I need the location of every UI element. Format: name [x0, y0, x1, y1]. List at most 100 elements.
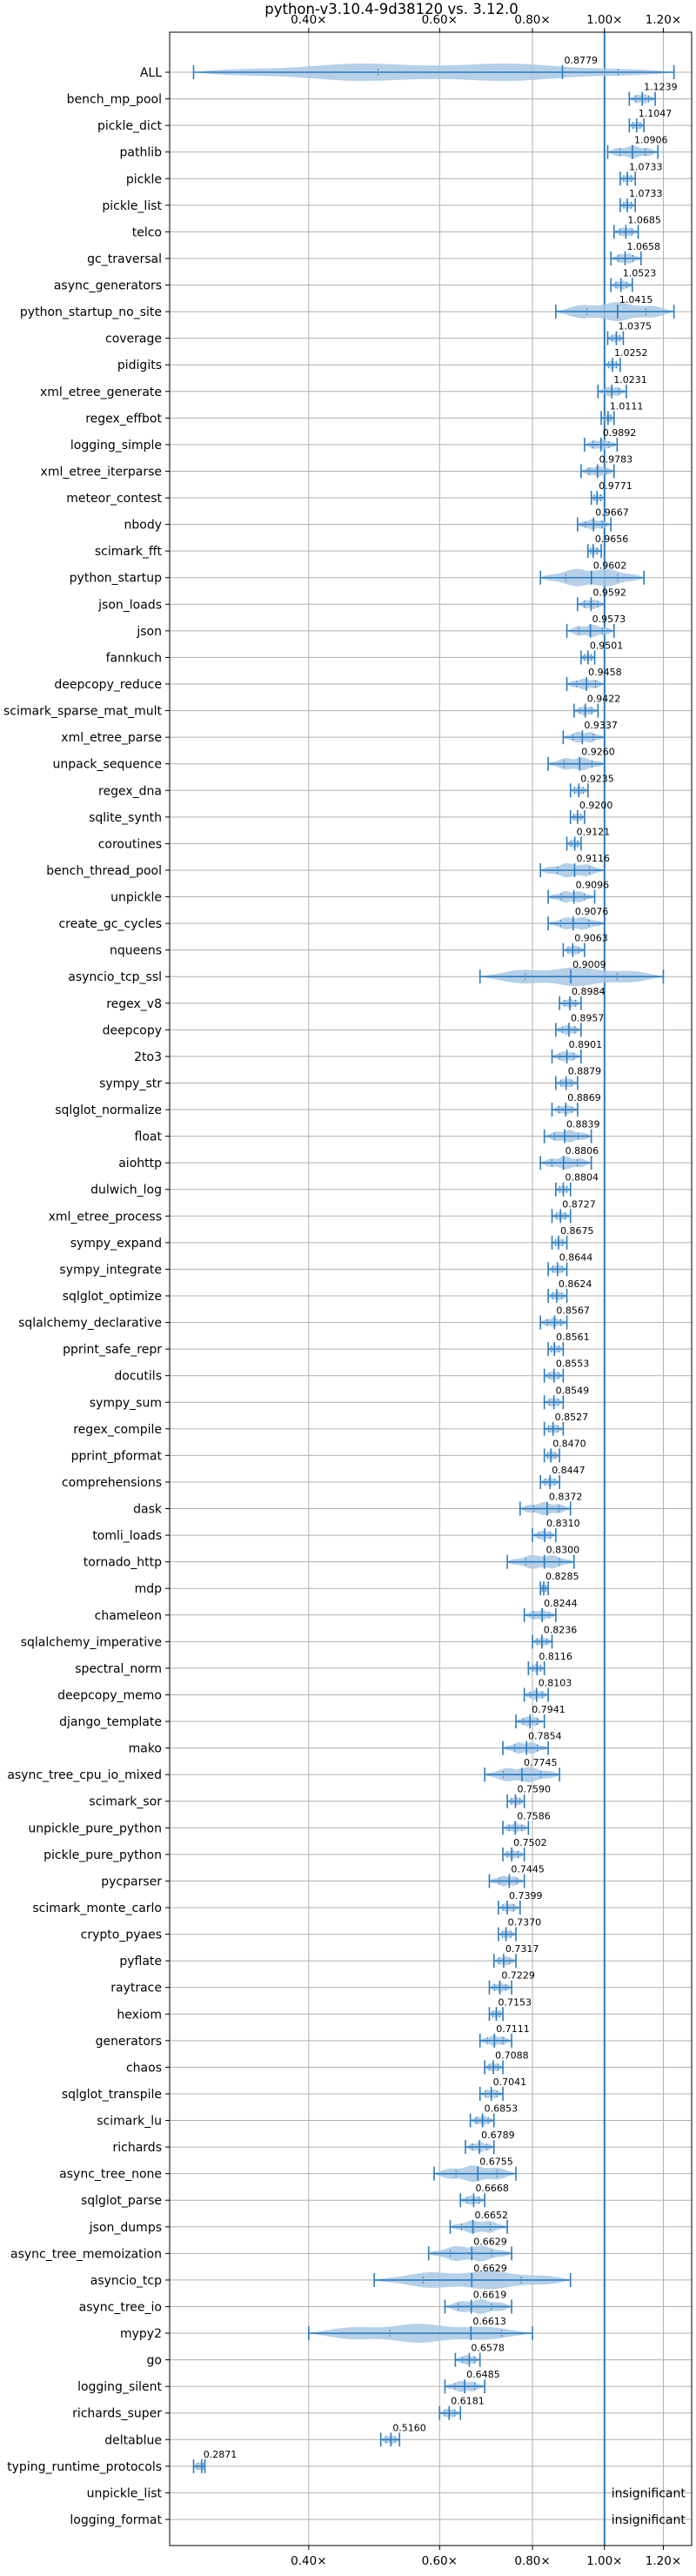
value-label: 0.9260: [581, 747, 615, 758]
value-label: 0.7370: [508, 1917, 542, 1929]
x-axis-ticks: 0.40× 0.40× 0.60× 0.60× 0.80× 0.80× 1.00× 1.00×…: [165, 13, 681, 2568]
value-label: 0.6629: [473, 2263, 507, 2274]
benchmark-name-label: nbody: [124, 519, 163, 533]
benchmark-name-label: unpickle_list: [87, 2486, 163, 2500]
value-label: 0.7745: [524, 1757, 558, 1768]
value-label: 0.8727: [562, 1198, 596, 1210]
value-label: 0.8553: [556, 1358, 590, 1370]
benchmark-name-label: async_tree_cpu_io_mixed: [7, 1768, 162, 1782]
value-label: 0.9501: [590, 640, 624, 651]
benchmark-name-label: async_tree_none: [59, 2168, 162, 2182]
x-tick-label-bottom: 0.60×: [422, 2554, 458, 2568]
benchmark-name-label: mako: [129, 1742, 162, 1756]
chart-title: python-v3.10.4-9d38120 vs. 3.12.0: [264, 1, 518, 17]
benchmark-name-label: bench_thread_pool: [46, 864, 162, 878]
benchmark-name-label: scimark_fft: [95, 545, 163, 559]
benchmark-name-label: logging_simple: [70, 439, 162, 453]
benchmark-name-label: pathlib: [120, 146, 163, 160]
value-label: 1.0733: [629, 161, 663, 172]
value-label: 1.0658: [626, 241, 660, 252]
value-label: 0.8984: [572, 986, 606, 997]
benchmark-name-label: sqlglot_normalize: [55, 1104, 162, 1117]
value-label: 1.1239: [644, 82, 678, 93]
benchmark-name-label: chaos: [126, 2061, 162, 2075]
benchmark-name-label: deepcopy_memo: [57, 1688, 162, 1702]
benchmark-name-label: json: [136, 625, 162, 639]
benchmark-name-label: python_startup_no_site: [20, 305, 162, 319]
x-tick-label-bottom: 1.00×: [586, 2554, 622, 2568]
value-label: 0.9009: [572, 959, 606, 970]
value-label: 0.8447: [552, 1465, 586, 1476]
value-label: 0.7590: [517, 1784, 551, 1795]
value-label: 0.8310: [546, 1518, 580, 1529]
value-label: 0.9592: [592, 587, 626, 598]
benchmark-name-label: chameleon: [95, 1609, 162, 1623]
benchmark-name-label: fannkuch: [106, 651, 162, 665]
value-label: 0.7041: [493, 2076, 527, 2088]
value-label: 0.9602: [593, 560, 627, 572]
value-label: 0.2871: [204, 2449, 237, 2460]
benchmark-name-label: pprint_pformat: [71, 1449, 163, 1463]
benchmark-name-label: scimark_sparse_mat_mult: [3, 705, 162, 719]
value-label: 0.9116: [576, 853, 610, 864]
plot-frame: [169, 31, 693, 2546]
value-label: 0.9573: [592, 614, 626, 625]
benchmark-name-label: sqlalchemy_declarative: [18, 1317, 162, 1331]
value-label: 1.0231: [613, 374, 647, 386]
value-label: 0.9337: [584, 720, 618, 731]
value-label: 0.5160: [392, 2422, 426, 2433]
benchmark-name-label: sqlglot_transpile: [62, 2088, 162, 2102]
value-label: 0.9235: [580, 773, 614, 784]
benchmark-name-label: pidigits: [117, 359, 162, 372]
benchmark-name-label: create_gc_cycles: [58, 917, 162, 931]
value-label: 1.0733: [629, 188, 663, 199]
benchmark-name-label: richards_super: [72, 2407, 162, 2421]
benchmark-name-label: django_template: [59, 1715, 162, 1729]
benchmark-name-label: deltablue: [104, 2433, 162, 2447]
benchmark-name-label: ALL: [140, 66, 162, 80]
value-label: 0.9076: [575, 906, 609, 917]
value-label: 1.0685: [627, 214, 661, 225]
benchmark-name-label: tornado_http: [84, 1556, 162, 1570]
value-label: 1.0252: [614, 347, 648, 359]
benchmark-name-label: pickle_pure_python: [44, 1848, 162, 1862]
value-label: 0.6613: [472, 2316, 506, 2327]
value-label: 0.8300: [546, 1545, 580, 1556]
benchmark-name-label: json_loads: [97, 598, 162, 612]
benchmark-name-label: async_tree_memoization: [10, 2247, 162, 2261]
benchmark-name-label: scimark_sor: [89, 1795, 162, 1809]
x-tick-label-top: 1.00×: [586, 13, 622, 27]
violin-series: [192, 32, 675, 2546]
value-label: 0.9422: [587, 694, 621, 705]
value-label: 0.8779: [564, 55, 598, 66]
value-label: 0.7502: [513, 1837, 547, 1848]
value-label: 0.8116: [539, 1651, 572, 1662]
value-label: 0.8470: [552, 1438, 586, 1449]
value-label: 1.0523: [623, 268, 657, 279]
x-tick-label-top: 0.60×: [422, 13, 458, 27]
x-tick-label-top: 0.40×: [291, 13, 326, 27]
benchmark-name-label: xml_etree_parse: [61, 731, 162, 745]
value-label: 0.6789: [481, 2130, 515, 2141]
benchmark-name-label: sympy_integrate: [59, 1263, 162, 1277]
benchmark-name-label: bench_mp_pool: [67, 93, 162, 107]
value-label: 0.8549: [556, 1385, 590, 1396]
benchmark-name-label: 2to3: [134, 1050, 162, 1064]
value-label: 0.6578: [471, 2343, 505, 2354]
benchmark-name-label: unpack_sequence: [53, 758, 162, 772]
x-tick-label-top: 1.20×: [646, 13, 681, 27]
benchmark-name-label: deepcopy: [103, 1023, 162, 1037]
benchmark-name-label: regex_dna: [98, 784, 162, 798]
value-label: 0.8806: [566, 1145, 599, 1157]
benchmark-name-label: meteor_contest: [66, 492, 162, 506]
value-label: 0.8561: [556, 1332, 590, 1343]
value-label: 1.0415: [619, 294, 653, 305]
benchmark-name-label: deepcopy_reduce: [54, 678, 162, 692]
benchmark-name-label: go: [147, 2354, 162, 2368]
value-label: 0.9121: [577, 826, 611, 837]
benchmark-name-label: regex_compile: [73, 1423, 162, 1437]
benchmark-name-label: generators: [96, 2035, 162, 2049]
value-label: 0.8644: [559, 1251, 593, 1263]
value-label: 0.7088: [495, 2049, 529, 2061]
